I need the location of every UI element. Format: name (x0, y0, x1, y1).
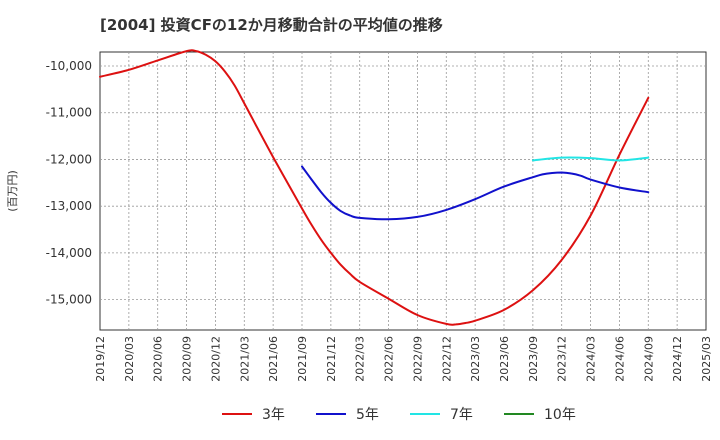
x-tick-label: 2021/09 (296, 336, 309, 382)
x-tick-label: 2022/06 (383, 336, 396, 382)
chart-title: [2004] 投資CFの12か月移動合計の平均値の推移 (100, 16, 443, 34)
y-axis-label: (百万円) (6, 170, 19, 212)
x-tick-label: 2023/06 (498, 336, 511, 382)
x-tick-label: 2022/03 (354, 336, 367, 382)
x-tick-label: 2020/12 (209, 336, 222, 382)
x-tick-label: 2020/06 (152, 336, 165, 382)
legend-label: 3年 (262, 407, 285, 423)
x-tick-label: 2022/12 (440, 336, 453, 382)
y-tick-label: -14,000 (46, 246, 92, 260)
series-line-2 (531, 156, 650, 162)
x-tick-label: 2024/12 (671, 336, 684, 382)
y-tick-label: -13,000 (46, 199, 92, 213)
x-tick-label: 2020/09 (181, 336, 194, 382)
x-tick-label: 2023/12 (556, 336, 569, 382)
x-tick-label: 2023/09 (527, 336, 540, 382)
plot-area (99, 51, 707, 331)
legend-label: 10年 (544, 407, 576, 423)
x-tick-label: 2024/09 (642, 336, 655, 382)
x-tick-label: 2021/12 (325, 336, 338, 382)
y-tick-label: -12,000 (46, 152, 92, 166)
legend: 3年 5年 7年 10年 (222, 407, 576, 423)
x-tick-label: 2025/03 (700, 336, 713, 382)
y-tick-label: -10,000 (46, 59, 92, 73)
series-line-0 (99, 49, 650, 326)
x-tick-label: 2024/06 (613, 336, 626, 382)
x-tick-label: 2021/03 (238, 336, 251, 382)
x-axis-ticks: 2019/12 2020/03 2020/06 2020/09 2020/12 2021/… (94, 336, 713, 382)
x-tick-label: 2019/12 (94, 336, 107, 382)
x-tick-label: 2021/06 (267, 336, 280, 382)
x-tick-label: 2022/09 (411, 336, 424, 382)
grid (100, 52, 706, 330)
series-line-1 (301, 165, 650, 221)
y-tick-label: -11,000 (46, 106, 92, 120)
x-tick-label: 2024/03 (585, 336, 598, 382)
legend-label: 7年 (450, 407, 473, 423)
x-tick-label: 2020/03 (123, 336, 136, 382)
legend-label: 5年 (356, 407, 379, 423)
y-tick-label: -15,000 (46, 293, 92, 307)
series-lines (99, 49, 650, 326)
x-tick-label: 2023/03 (469, 336, 482, 382)
y-axis-ticks: -10,000 -11,000 -12,000 -13,000 -14,000 -15,0… (46, 59, 92, 307)
